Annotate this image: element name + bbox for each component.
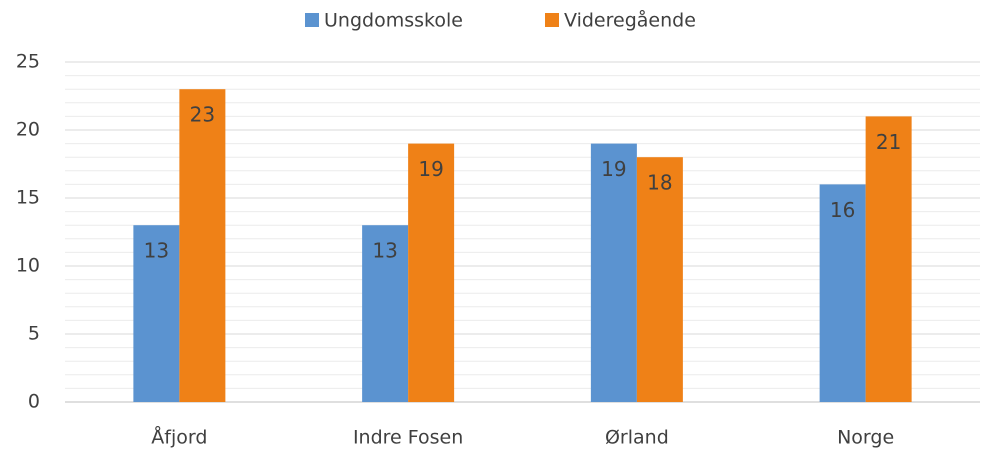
- y-tick-label: 20: [16, 119, 40, 141]
- data-label: 13: [372, 239, 397, 263]
- data-label: 23: [190, 103, 215, 127]
- bar: [865, 116, 912, 403]
- data-label: 19: [418, 157, 443, 181]
- legend-label: Videregående: [564, 9, 696, 32]
- data-label: 18: [647, 171, 672, 195]
- data-label: 13: [144, 239, 169, 263]
- y-tick-label: 5: [28, 323, 40, 345]
- y-tick-label: 15: [16, 187, 40, 209]
- x-tick-label: Indre Fosen: [353, 427, 463, 449]
- y-tick-label: 0: [28, 391, 40, 413]
- data-label: 19: [601, 157, 626, 181]
- bar: [179, 89, 226, 402]
- x-tick-label: Åfjord: [151, 426, 207, 449]
- x-tick-label: Norge: [837, 427, 894, 449]
- legend-swatch: [305, 13, 319, 27]
- legend-swatch: [545, 13, 559, 27]
- x-tick-label: Ørland: [605, 427, 669, 449]
- bar: [408, 143, 455, 402]
- bar: [590, 143, 637, 402]
- data-label: 16: [830, 198, 855, 222]
- data-label: 21: [876, 130, 901, 154]
- bar: [819, 184, 866, 402]
- bar: [133, 225, 180, 402]
- bar: [636, 157, 683, 402]
- y-tick-label: 25: [16, 51, 40, 73]
- legend-label: Ungdomsskole: [324, 10, 463, 32]
- bar: [362, 225, 409, 402]
- y-tick-label: 10: [16, 255, 40, 277]
